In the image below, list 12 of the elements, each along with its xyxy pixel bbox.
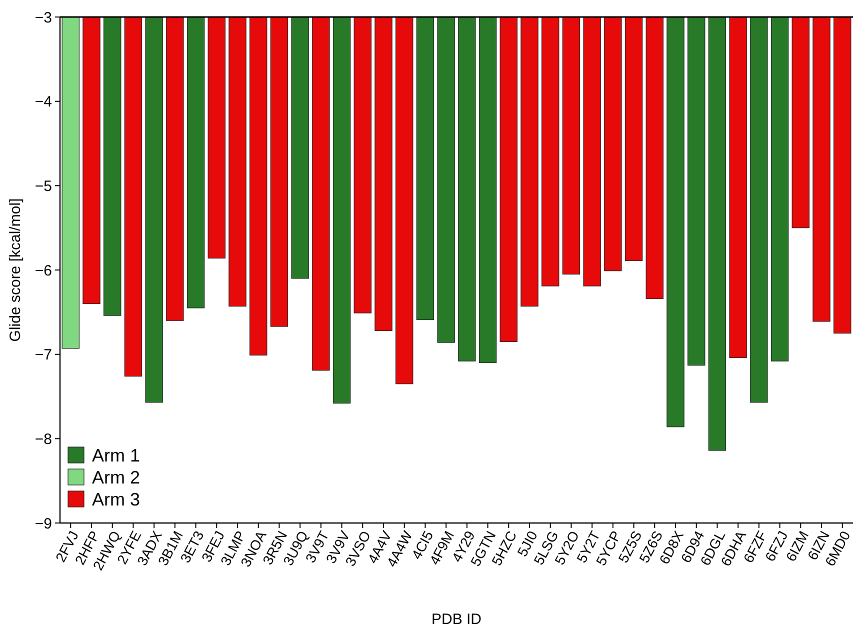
y-tick-label: −7 <box>34 346 52 364</box>
y-tick-label: −6 <box>34 262 52 280</box>
y-axis-title: Glide score [kcal/mol] <box>7 198 24 342</box>
y-tick-label: −5 <box>34 178 52 195</box>
y-tick-label: −8 <box>34 430 52 448</box>
x-axis-title: PDB ID <box>431 611 482 628</box>
y-tick-label: −3 <box>34 9 52 26</box>
legend-label: Arm 2 <box>92 467 140 488</box>
y-tick-label: −4 <box>34 94 52 111</box>
legend-label: Arm 1 <box>92 445 140 466</box>
legend-label: Arm 3 <box>92 489 140 510</box>
y-tick-label: −9 <box>34 515 52 532</box>
